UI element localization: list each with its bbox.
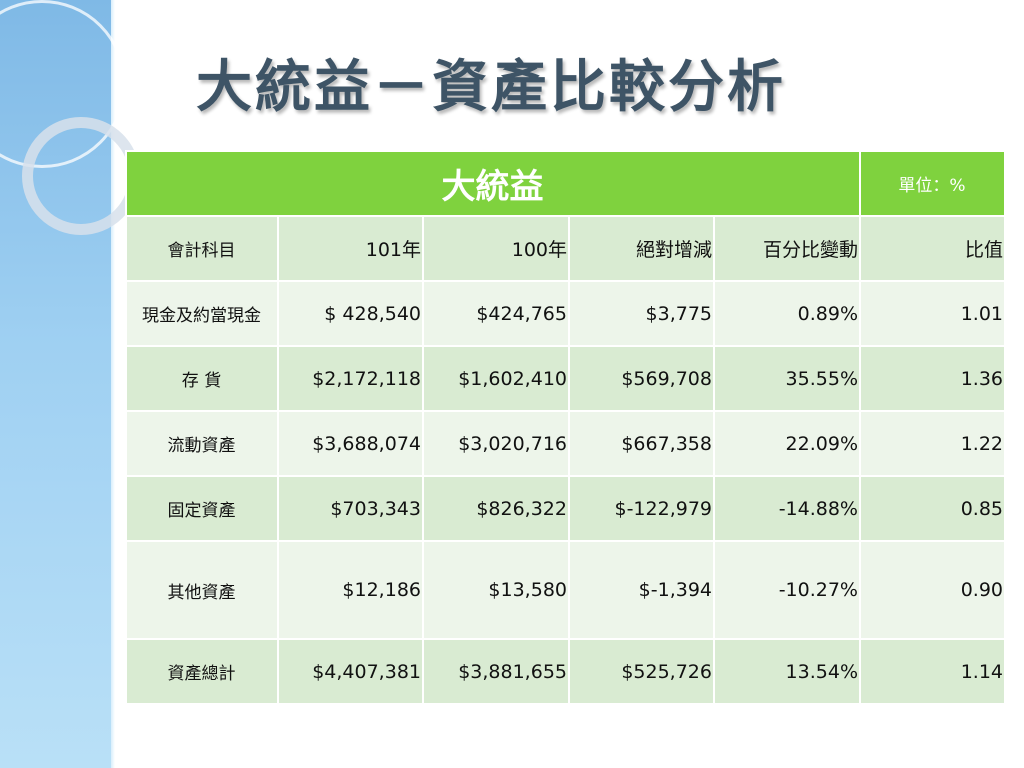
- table-row: 固定資產 $703,343 $826,322 $-122,979 -14.88%…: [125, 475, 1006, 542]
- cell-abs-change: $-122,979: [568, 475, 715, 542]
- cell-100: $3,881,655: [422, 638, 570, 705]
- cell-101: $2,172,118: [277, 345, 424, 412]
- cell-100: $13,580: [422, 540, 570, 640]
- row-item: 其他資產: [125, 540, 279, 640]
- row-item: 存 貨: [125, 345, 279, 412]
- table-row: 流動資產 $3,688,074 $3,020,716 $667,358 22.0…: [125, 410, 1006, 477]
- row-item: 現金及約當現金: [125, 280, 279, 347]
- asset-comparison-table: 大統益 單位：% 會計科目 101年 100年 絕對增減 百分比變動 比值 現金…: [125, 150, 1006, 705]
- cell-abs-change: $569,708: [568, 345, 715, 412]
- column-header: 會計科目: [125, 215, 279, 282]
- cell-abs-change: $667,358: [568, 410, 715, 477]
- column-header: 101年: [277, 215, 424, 282]
- company-name: 大統益: [125, 150, 861, 217]
- table-row: 存 貨 $2,172,118 $1,602,410 $569,708 35.55…: [125, 345, 1006, 412]
- cell-100: $826,322: [422, 475, 570, 542]
- side-band-edge: [111, 0, 115, 768]
- cell-ratio: 1.36: [859, 345, 1006, 412]
- column-header: 絕對增減: [568, 215, 715, 282]
- column-header: 比值: [859, 215, 1006, 282]
- cell-101: $4,407,381: [277, 638, 424, 705]
- cell-abs-change: $-1,394: [568, 540, 715, 640]
- cell-100: $424,765: [422, 280, 570, 347]
- row-item: 固定資產: [125, 475, 279, 542]
- unit-label: 單位：%: [859, 150, 1006, 217]
- column-header: 100年: [422, 215, 570, 282]
- cell-pct-change: 13.54%: [713, 638, 861, 705]
- cell-101: $ 428,540: [277, 280, 424, 347]
- cell-pct-change: -14.88%: [713, 475, 861, 542]
- cell-ratio: 0.90: [859, 540, 1006, 640]
- cell-ratio: 0.85: [859, 475, 1006, 542]
- table-row: 其他資產 $12,186 $13,580 $-1,394 -10.27% 0.9…: [125, 540, 1006, 640]
- cell-ratio: 1.01: [859, 280, 1006, 347]
- cell-abs-change: $3,775: [568, 280, 715, 347]
- cell-101: $703,343: [277, 475, 424, 542]
- cell-101: $12,186: [277, 540, 424, 640]
- cell-100: $1,602,410: [422, 345, 570, 412]
- cell-pct-change: 35.55%: [713, 345, 861, 412]
- column-header-row: 會計科目 101年 100年 絕對增減 百分比變動 比值: [125, 215, 1006, 282]
- cell-pct-change: -10.27%: [713, 540, 861, 640]
- cell-pct-change: 0.89%: [713, 280, 861, 347]
- cell-abs-change: $525,726: [568, 638, 715, 705]
- table-title-row: 大統益 單位：%: [125, 150, 1006, 217]
- cell-pct-change: 22.09%: [713, 410, 861, 477]
- slide-title: 大統益－資產比較分析: [196, 55, 786, 120]
- cell-ratio: 1.14: [859, 638, 1006, 705]
- cell-100: $3,020,716: [422, 410, 570, 477]
- table-row: 現金及約當現金 $ 428,540 $424,765 $3,775 0.89% …: [125, 280, 1006, 347]
- row-item: 流動資產: [125, 410, 279, 477]
- row-item: 資產總計: [125, 638, 279, 705]
- cell-101: $3,688,074: [277, 410, 424, 477]
- decorative-ring-small: [22, 117, 140, 235]
- column-header: 百分比變動: [713, 215, 861, 282]
- cell-ratio: 1.22: [859, 410, 1006, 477]
- table-row: 資產總計 $4,407,381 $3,881,655 $525,726 13.5…: [125, 638, 1006, 705]
